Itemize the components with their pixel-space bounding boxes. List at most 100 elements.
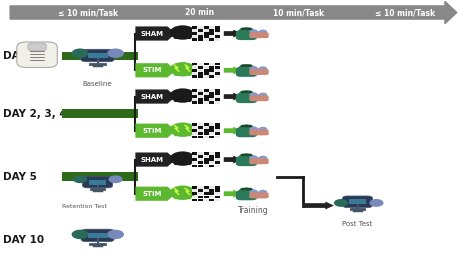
Circle shape [254, 191, 263, 196]
Bar [198, 199, 203, 201]
Circle shape [254, 94, 263, 99]
Bar [204, 161, 209, 164]
Bar [198, 98, 203, 101]
Bar [198, 95, 203, 98]
Bar [215, 186, 220, 189]
Bar [210, 196, 214, 198]
Bar [210, 72, 214, 75]
Circle shape [249, 92, 258, 97]
Bar [198, 72, 203, 75]
Bar [210, 98, 214, 101]
Bar [210, 155, 214, 158]
Bar [192, 164, 197, 167]
Text: STIM: STIM [143, 67, 162, 73]
Bar [192, 95, 197, 98]
Bar [204, 101, 209, 104]
Circle shape [240, 91, 245, 93]
Bar [192, 66, 197, 69]
Bar [215, 161, 220, 164]
Bar [215, 26, 220, 29]
Circle shape [170, 25, 196, 40]
Circle shape [249, 126, 258, 131]
Circle shape [170, 186, 196, 200]
Circle shape [254, 128, 263, 133]
Bar [192, 29, 197, 32]
Bar [210, 186, 214, 189]
Bar [204, 189, 209, 192]
Bar [192, 101, 197, 104]
Circle shape [72, 49, 89, 58]
Bar [210, 101, 214, 104]
Circle shape [238, 125, 255, 134]
Circle shape [244, 28, 249, 30]
Bar [215, 32, 220, 35]
FancyBboxPatch shape [249, 158, 259, 164]
Bar [210, 152, 214, 155]
Bar [192, 89, 197, 92]
FancyBboxPatch shape [17, 42, 57, 67]
Bar [198, 126, 203, 129]
Bar [198, 164, 203, 167]
Bar [204, 32, 209, 35]
Bar [215, 95, 220, 98]
Bar [192, 199, 197, 201]
Circle shape [254, 157, 263, 162]
Circle shape [170, 88, 196, 103]
FancyBboxPatch shape [236, 190, 257, 200]
Bar [62, 52, 138, 60]
Bar [215, 98, 220, 101]
Bar [198, 89, 203, 92]
Bar [210, 199, 214, 201]
Bar [210, 32, 214, 35]
Bar [204, 192, 209, 195]
Circle shape [240, 154, 245, 156]
Circle shape [249, 66, 258, 71]
Bar [210, 189, 214, 192]
Polygon shape [136, 124, 175, 138]
FancyBboxPatch shape [259, 32, 269, 38]
PathPatch shape [173, 73, 191, 76]
PathPatch shape [173, 162, 191, 165]
Text: Baseline: Baseline [83, 81, 112, 87]
Circle shape [244, 91, 249, 93]
FancyBboxPatch shape [259, 129, 269, 135]
Bar [198, 101, 203, 104]
FancyBboxPatch shape [81, 49, 114, 62]
Bar [215, 133, 220, 135]
FancyArrow shape [303, 202, 334, 209]
Bar [192, 35, 197, 38]
Circle shape [254, 68, 263, 73]
Bar [204, 158, 209, 161]
Bar [215, 155, 220, 158]
Text: ≤ 10 min/Task: ≤ 10 min/Task [375, 8, 435, 17]
Bar [204, 95, 209, 98]
FancyArrow shape [224, 93, 242, 101]
Bar [204, 136, 209, 138]
FancyBboxPatch shape [254, 32, 264, 38]
Bar [62, 172, 138, 181]
Bar [215, 164, 220, 167]
Bar [198, 133, 203, 135]
FancyBboxPatch shape [28, 43, 46, 51]
Bar [204, 89, 209, 92]
Circle shape [244, 64, 249, 67]
Circle shape [249, 189, 258, 194]
Circle shape [369, 199, 383, 207]
Bar [204, 129, 209, 132]
Bar [215, 199, 220, 201]
Bar [204, 72, 209, 75]
Circle shape [247, 28, 252, 30]
Circle shape [254, 31, 263, 36]
Circle shape [238, 188, 255, 197]
Bar [198, 158, 203, 161]
PathPatch shape [173, 99, 191, 102]
Bar [198, 161, 203, 164]
Bar [192, 126, 197, 129]
Bar [204, 75, 209, 78]
Bar [215, 66, 220, 69]
Bar [192, 189, 197, 192]
FancyBboxPatch shape [236, 128, 257, 137]
Circle shape [238, 154, 255, 163]
Text: DAY 1: DAY 1 [3, 51, 37, 61]
Circle shape [259, 93, 267, 97]
